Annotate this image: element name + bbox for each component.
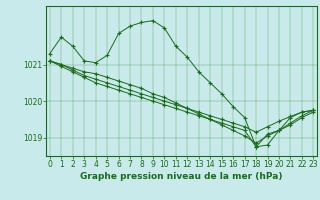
X-axis label: Graphe pression niveau de la mer (hPa): Graphe pression niveau de la mer (hPa) (80, 172, 283, 181)
